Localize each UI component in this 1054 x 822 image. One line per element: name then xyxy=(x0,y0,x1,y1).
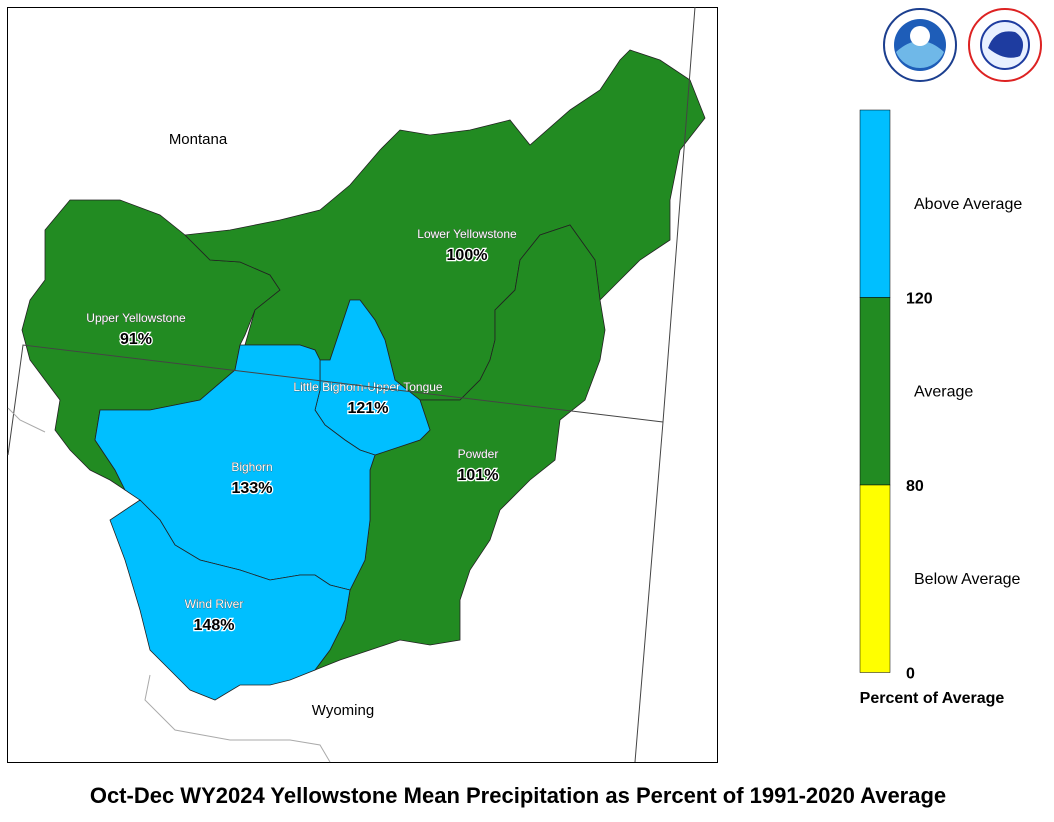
basin-value: 148% xyxy=(194,617,235,634)
basin-name: Wind River xyxy=(185,597,244,611)
legend-swatch xyxy=(859,297,891,486)
basin-name: Bighorn xyxy=(231,460,272,474)
noaa-logo xyxy=(883,8,957,82)
legend-swatch xyxy=(859,484,891,673)
state-lines xyxy=(7,6,696,763)
nws-logo xyxy=(968,8,1042,82)
legend-title: Percent of Average xyxy=(860,690,1005,707)
legend-break: 80 xyxy=(906,478,924,495)
legend-break: 0 xyxy=(906,666,915,683)
basin xyxy=(313,224,606,671)
map-title: Oct-Dec WY2024 Yellowstone Mean Precipit… xyxy=(90,783,946,808)
basin-value: 101% xyxy=(458,467,499,484)
basin-name: Powder xyxy=(458,447,499,461)
legend-label: Average xyxy=(914,383,973,400)
legend-swatch xyxy=(859,109,891,298)
basin-value: 133% xyxy=(232,480,273,497)
basin xyxy=(109,499,351,701)
basin-name: Upper Yellowstone xyxy=(86,311,186,325)
basin-value: 100% xyxy=(447,247,488,264)
legend-label: Below Average xyxy=(914,571,1021,588)
state-label: Wyoming xyxy=(312,702,374,719)
legend-break: 120 xyxy=(906,291,933,308)
basin-value: 91% xyxy=(120,331,152,348)
state-label: Montana xyxy=(169,131,228,148)
legend-label: Above Average xyxy=(914,196,1022,213)
basin-name: Lower Yellowstone xyxy=(417,227,517,241)
basin-value: 121% xyxy=(348,400,389,417)
